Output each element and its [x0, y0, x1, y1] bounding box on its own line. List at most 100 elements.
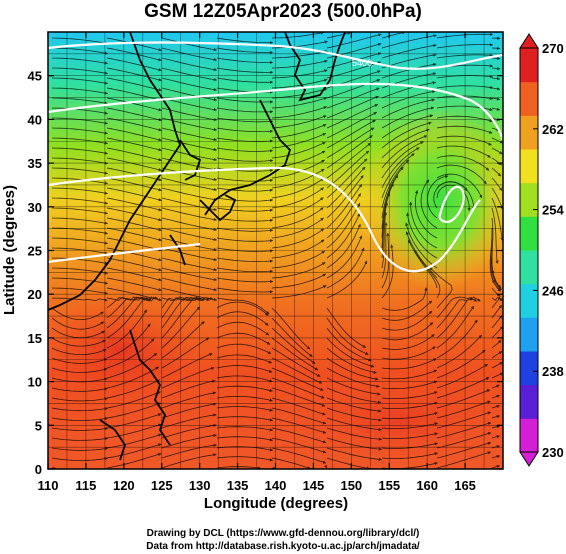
streamline — [161, 57, 218, 72]
streamline — [161, 47, 218, 62]
streamline — [436, 296, 474, 339]
streamline — [491, 177, 503, 191]
streamline — [326, 184, 363, 229]
streamline — [106, 227, 162, 242]
streamline — [271, 273, 326, 289]
streamline — [216, 187, 274, 192]
x-tick-label: 135 — [227, 478, 249, 493]
streamline — [106, 296, 150, 329]
streamline — [271, 97, 328, 109]
streamline — [216, 436, 274, 442]
streamline — [436, 145, 491, 158]
streamline — [381, 442, 438, 449]
streamline — [436, 411, 492, 429]
streamline — [381, 53, 437, 69]
map-title: GSM 12Z05Apr2023 (500.0hPa) — [144, 1, 422, 22]
streamline — [381, 334, 435, 350]
streamline — [51, 97, 108, 105]
streamline — [51, 287, 108, 295]
streamline — [106, 47, 162, 62]
streamline — [216, 456, 274, 462]
streamline — [161, 453, 217, 469]
streamline — [161, 337, 210, 369]
streamline — [436, 400, 491, 419]
streamline — [271, 141, 326, 159]
streamline — [161, 167, 218, 182]
streamline — [326, 397, 382, 413]
streamline — [51, 167, 108, 175]
streamline — [216, 343, 272, 355]
streamline — [106, 247, 162, 262]
streamline — [271, 427, 327, 444]
streamline — [436, 43, 494, 49]
streamline — [161, 207, 218, 222]
streamline — [326, 111, 377, 139]
streamline — [436, 85, 494, 90]
streamline — [216, 395, 273, 402]
streamline — [271, 159, 325, 179]
streamline — [381, 358, 437, 370]
streamline — [491, 384, 500, 389]
streamline — [51, 117, 108, 125]
streamline — [51, 257, 108, 265]
y-tick-label: 10 — [28, 375, 42, 390]
streamline — [326, 247, 365, 289]
streamline — [491, 187, 503, 210]
colorbar-segment — [520, 384, 538, 419]
streamline — [381, 90, 436, 109]
streamline — [326, 213, 361, 259]
streamline — [161, 423, 217, 439]
streamline — [216, 311, 269, 326]
streamline — [326, 127, 375, 159]
streamline — [161, 227, 218, 242]
streamline — [51, 457, 109, 461]
streamline — [161, 67, 218, 82]
streamline — [271, 207, 324, 229]
y-tick-label: 5 — [35, 418, 42, 433]
streamline — [106, 127, 162, 142]
colorbar-segment — [520, 149, 538, 184]
streamline — [491, 157, 502, 166]
streamline — [161, 217, 218, 232]
streamline — [271, 327, 316, 364]
streamline — [436, 125, 493, 134]
streamline — [216, 157, 274, 163]
contour-label: 5400 — [352, 58, 372, 68]
streamline — [216, 267, 274, 273]
streamline — [271, 239, 325, 259]
streamline — [51, 127, 108, 135]
streamline — [271, 347, 321, 377]
streamline — [381, 380, 438, 390]
streamline — [326, 104, 379, 129]
streamline — [106, 413, 162, 429]
streamline — [436, 135, 492, 146]
streamline — [381, 222, 388, 279]
streamline — [491, 167, 502, 177]
colorbar-segment — [520, 317, 538, 352]
streamline — [271, 217, 324, 239]
streamline — [326, 337, 375, 368]
streamline — [381, 401, 438, 409]
streamline — [381, 32, 406, 39]
streamline — [491, 46, 501, 50]
streamline — [326, 417, 382, 431]
streamline — [106, 257, 162, 272]
streamline — [381, 135, 428, 169]
streamline — [326, 158, 368, 199]
streamline — [161, 187, 218, 202]
colorbar-tick-label: 270 — [542, 41, 564, 56]
streamline — [491, 107, 501, 111]
streamline — [491, 464, 501, 469]
streamline — [381, 244, 394, 299]
streamline — [326, 367, 380, 388]
streamline — [326, 327, 372, 362]
streamline — [271, 377, 325, 399]
streamline — [106, 267, 162, 282]
x-tick-label: 145 — [303, 478, 325, 493]
colorbar-min-arrow — [519, 451, 539, 467]
streamline — [106, 402, 162, 419]
streamline — [491, 77, 501, 81]
streamline — [326, 223, 361, 269]
streamline — [106, 296, 156, 309]
x-tick-label: 140 — [265, 478, 287, 493]
